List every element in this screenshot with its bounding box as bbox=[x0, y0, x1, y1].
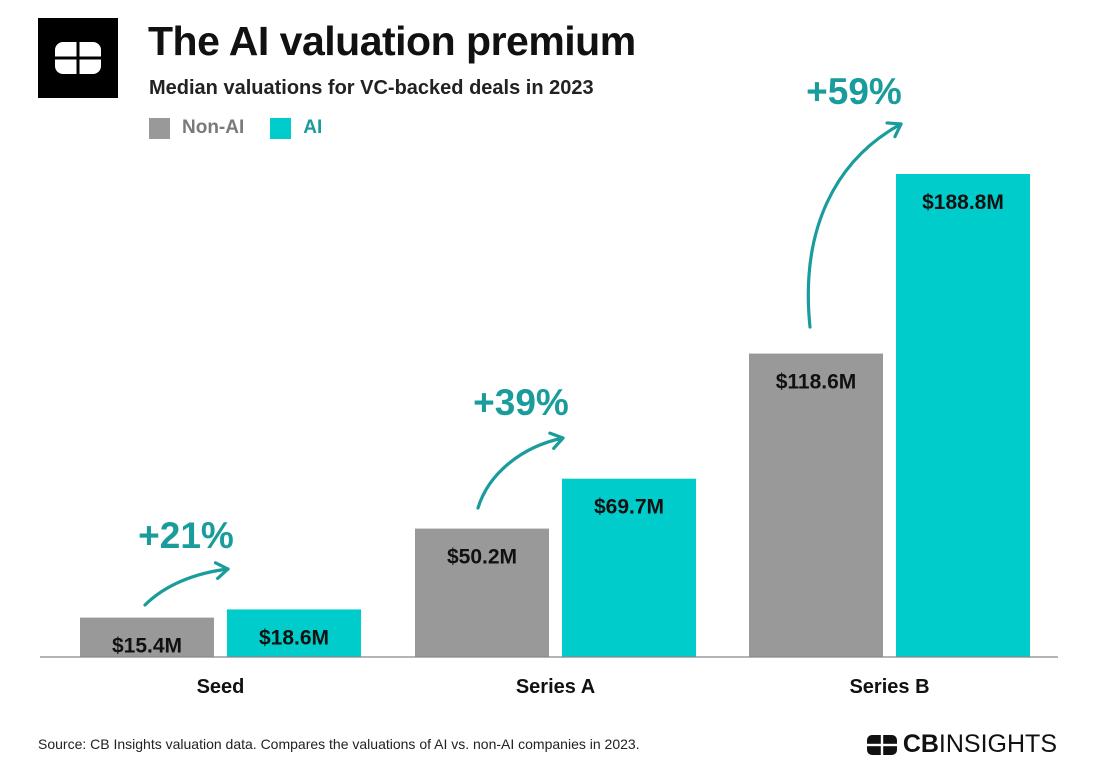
annotation-premium-series-b: +59% bbox=[806, 71, 902, 112]
curved-arrow-icon bbox=[885, 121, 903, 139]
legend-item-non-ai: Non-AI bbox=[149, 117, 244, 139]
legend: Non-AI AI bbox=[149, 117, 348, 139]
bar-ai-seed bbox=[227, 609, 361, 657]
bar-non-ai-seed bbox=[80, 617, 214, 657]
cb-insights-mark-icon bbox=[866, 734, 897, 755]
brand-logo: CB INSIGHTS bbox=[866, 730, 1057, 759]
legend-label-ai: AI bbox=[303, 117, 323, 138]
data-label-ai-series-b: $188.8M bbox=[922, 191, 1004, 214]
chart-subtitle: Median valuations for VC-backed deals in… bbox=[149, 77, 594, 99]
data-label-non-ai-series-a: $50.2M bbox=[447, 546, 517, 569]
x-tick-label-series-b: Series B bbox=[849, 676, 929, 698]
data-label-non-ai-series-b: $118.6M bbox=[776, 371, 857, 394]
annotation-premium-seed: +21% bbox=[138, 515, 234, 556]
data-label-ai-seed: $18.6M bbox=[259, 626, 329, 649]
arrow-curve-seed bbox=[143, 567, 230, 607]
bar-non-ai-series-a bbox=[415, 528, 549, 657]
bar-ai-series-b bbox=[896, 174, 1030, 657]
x-tick-label-seed: Seed bbox=[197, 676, 245, 698]
curved-arrow-icon bbox=[548, 431, 565, 451]
bar-non-ai-series-b bbox=[749, 353, 883, 657]
brand-cb-text: CB bbox=[902, 730, 939, 758]
bar-ai-series-a bbox=[562, 478, 696, 657]
legend-label-non-ai: Non-AI bbox=[182, 117, 245, 138]
source-note: Source: CB Insights valuation data. Comp… bbox=[38, 736, 640, 752]
cb-insights-logo-icon bbox=[38, 18, 118, 98]
data-label-ai-series-a: $69.7M bbox=[594, 496, 664, 519]
curved-arrow-icon bbox=[213, 561, 230, 581]
data-label-non-ai-seed: $15.4M bbox=[112, 635, 182, 658]
arrow-curve-series-b bbox=[806, 122, 903, 329]
legend-swatch-ai bbox=[270, 117, 292, 139]
x-tick-label-series-a: Series A bbox=[516, 676, 595, 698]
legend-swatch-non-ai bbox=[149, 117, 170, 139]
annotation-premium-series-a: +39% bbox=[473, 382, 569, 423]
chart-title: The AI valuation premium bbox=[148, 18, 636, 64]
legend-item-ai: AI bbox=[270, 117, 322, 139]
brand-insights-text: INSIGHTS bbox=[938, 730, 1057, 758]
arrow-curve-series-a bbox=[476, 436, 565, 510]
